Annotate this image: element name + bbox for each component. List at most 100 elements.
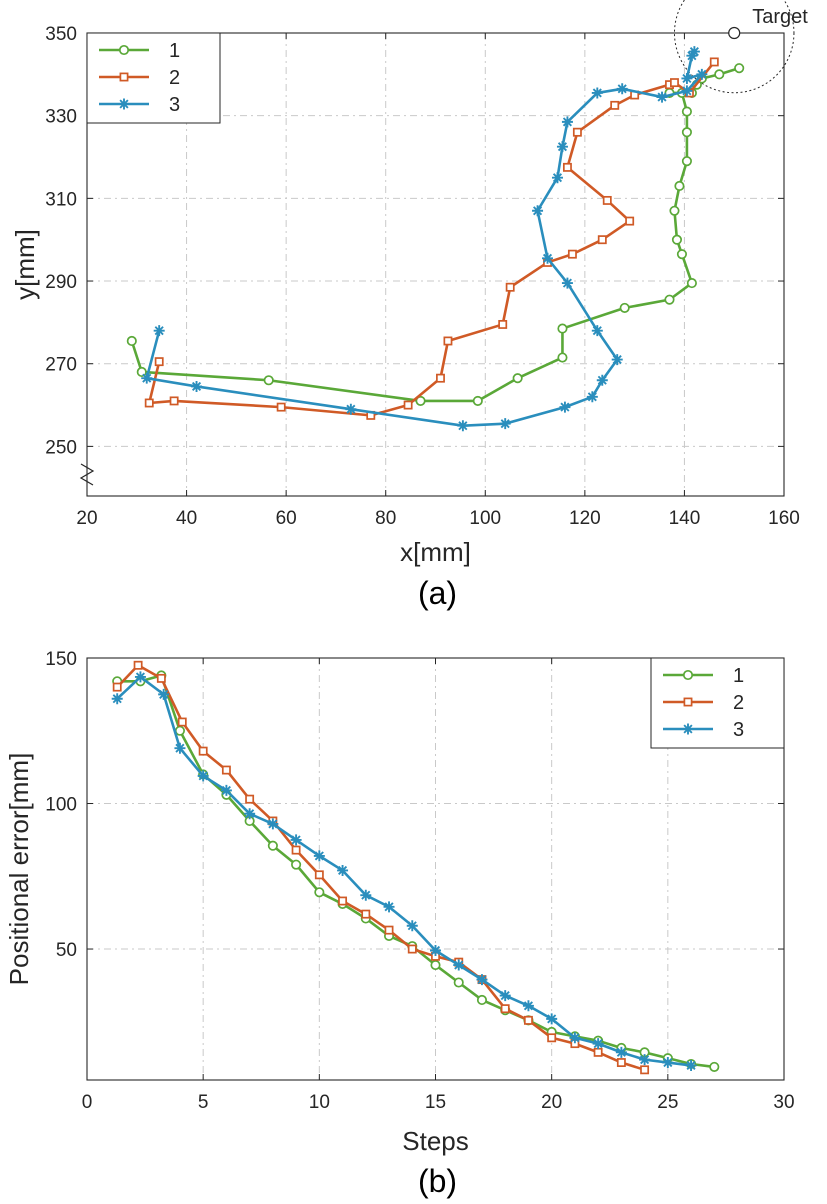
legend: 1 2 3: [86, 32, 221, 124]
series-2-point: [133, 660, 143, 670]
series-3-point: [141, 372, 153, 384]
series-3: [111, 671, 697, 1071]
legend-label-1: 1: [169, 40, 180, 62]
series-2-point: [572, 127, 582, 137]
x-tick-label: 20: [76, 508, 97, 529]
series-2-point: [547, 1033, 557, 1043]
y-axis-break-marker: [79, 463, 95, 486]
series-1-point: [664, 294, 675, 305]
series-3-point: [551, 172, 563, 184]
series-3-point: [476, 974, 488, 986]
series-3-point: [158, 688, 170, 700]
legend: 1 2 3: [650, 657, 785, 749]
series-3-point: [686, 50, 698, 62]
y-tick-label: 250: [45, 437, 77, 458]
series-2-point: [276, 402, 286, 412]
series-3-point: [681, 72, 693, 84]
series-2-point: [436, 373, 445, 383]
series-1-point: [686, 278, 697, 289]
series-1-point: [619, 302, 630, 313]
series-1-point: [472, 395, 483, 406]
series-1-point: [681, 127, 692, 138]
series-3-point: [457, 420, 469, 432]
series-3-point: [244, 808, 256, 820]
series-3-point: [556, 141, 568, 153]
x-tick-label: 120: [569, 508, 601, 529]
series-1-point: [671, 234, 683, 245]
series-1-point: [681, 106, 692, 117]
series-2-point: [505, 282, 515, 292]
series-3-point: [290, 834, 302, 846]
series-3-point: [696, 68, 708, 80]
series-3-point: [499, 418, 511, 430]
series-1-point: [291, 859, 302, 870]
series-2-point: [169, 396, 179, 406]
series-3-point: [615, 1046, 627, 1058]
series-3-point: [596, 374, 608, 386]
series-2-point: [625, 216, 635, 226]
chart-caption: (b): [418, 1163, 457, 1199]
legend-marker-2: [119, 72, 129, 82]
x-axis-label: Steps: [402, 1126, 469, 1156]
series-1-point: [476, 994, 488, 1006]
series-3-point: [383, 901, 395, 913]
series-3-point: [532, 205, 544, 217]
series-3-point: [153, 325, 165, 337]
series-3-point: [591, 87, 603, 99]
series-3-point: [430, 944, 441, 956]
x-tick-label: 10: [309, 1092, 330, 1113]
x-tick-label: 20: [541, 1092, 562, 1113]
series-3-point: [639, 1054, 651, 1066]
series-3-point: [337, 864, 349, 876]
y-tick-label: 350: [45, 24, 77, 45]
series-1-point: [669, 205, 680, 216]
legend-label-2: 2: [733, 692, 744, 714]
x-tick-label: 60: [276, 508, 297, 529]
series-1-point: [126, 335, 137, 347]
legend-marker-3: [118, 98, 130, 110]
x-tick-label: 80: [375, 508, 396, 529]
legend-label-1: 1: [733, 665, 744, 687]
series-2-point: [500, 1004, 510, 1014]
target-label: Target: [752, 6, 808, 28]
x-tick-label: 25: [657, 1092, 678, 1113]
series-3-point: [191, 380, 203, 392]
y-tick-label: 270: [45, 355, 77, 376]
series-3-point: [569, 1032, 581, 1044]
series-1-point: [709, 1061, 720, 1072]
series-3-point: [111, 693, 123, 705]
series-3-point: [592, 1038, 604, 1050]
series-3-line: [116, 675, 692, 1067]
series-2-point: [602, 195, 612, 205]
series-2-point: [597, 235, 607, 245]
series-3: [141, 46, 708, 432]
series-3-point: [197, 770, 209, 782]
legend-marker-1: [682, 669, 694, 681]
x-tick-label: 15: [425, 1092, 446, 1113]
series-2-point: [245, 794, 255, 804]
legend-marker-2: [683, 697, 693, 707]
series-3-point: [360, 889, 372, 901]
series-3-point: [134, 671, 146, 683]
series-3-point: [611, 354, 623, 366]
series-2-point: [338, 896, 348, 906]
series-1-point: [267, 840, 278, 851]
series-2: [144, 57, 719, 420]
series-2-point: [670, 78, 679, 88]
series-1-point: [714, 69, 725, 80]
series-1-point: [557, 352, 568, 363]
y-tick-label: 310: [45, 189, 77, 210]
series-2-point: [198, 746, 208, 756]
series-3-point: [681, 85, 693, 97]
series-1-point: [734, 63, 745, 74]
series-3-point: [542, 252, 554, 264]
series-2-point: [384, 925, 394, 935]
y-tick-label: 290: [45, 272, 77, 293]
x-tick-label: 0: [82, 1092, 93, 1113]
series-3-point: [267, 818, 279, 830]
series-3-point: [561, 277, 573, 289]
x-tick-label: 140: [669, 508, 701, 529]
y-axis-label: y[mm]: [10, 229, 40, 300]
y-tick-label: 150: [45, 649, 77, 670]
series-3-point: [685, 1059, 697, 1071]
